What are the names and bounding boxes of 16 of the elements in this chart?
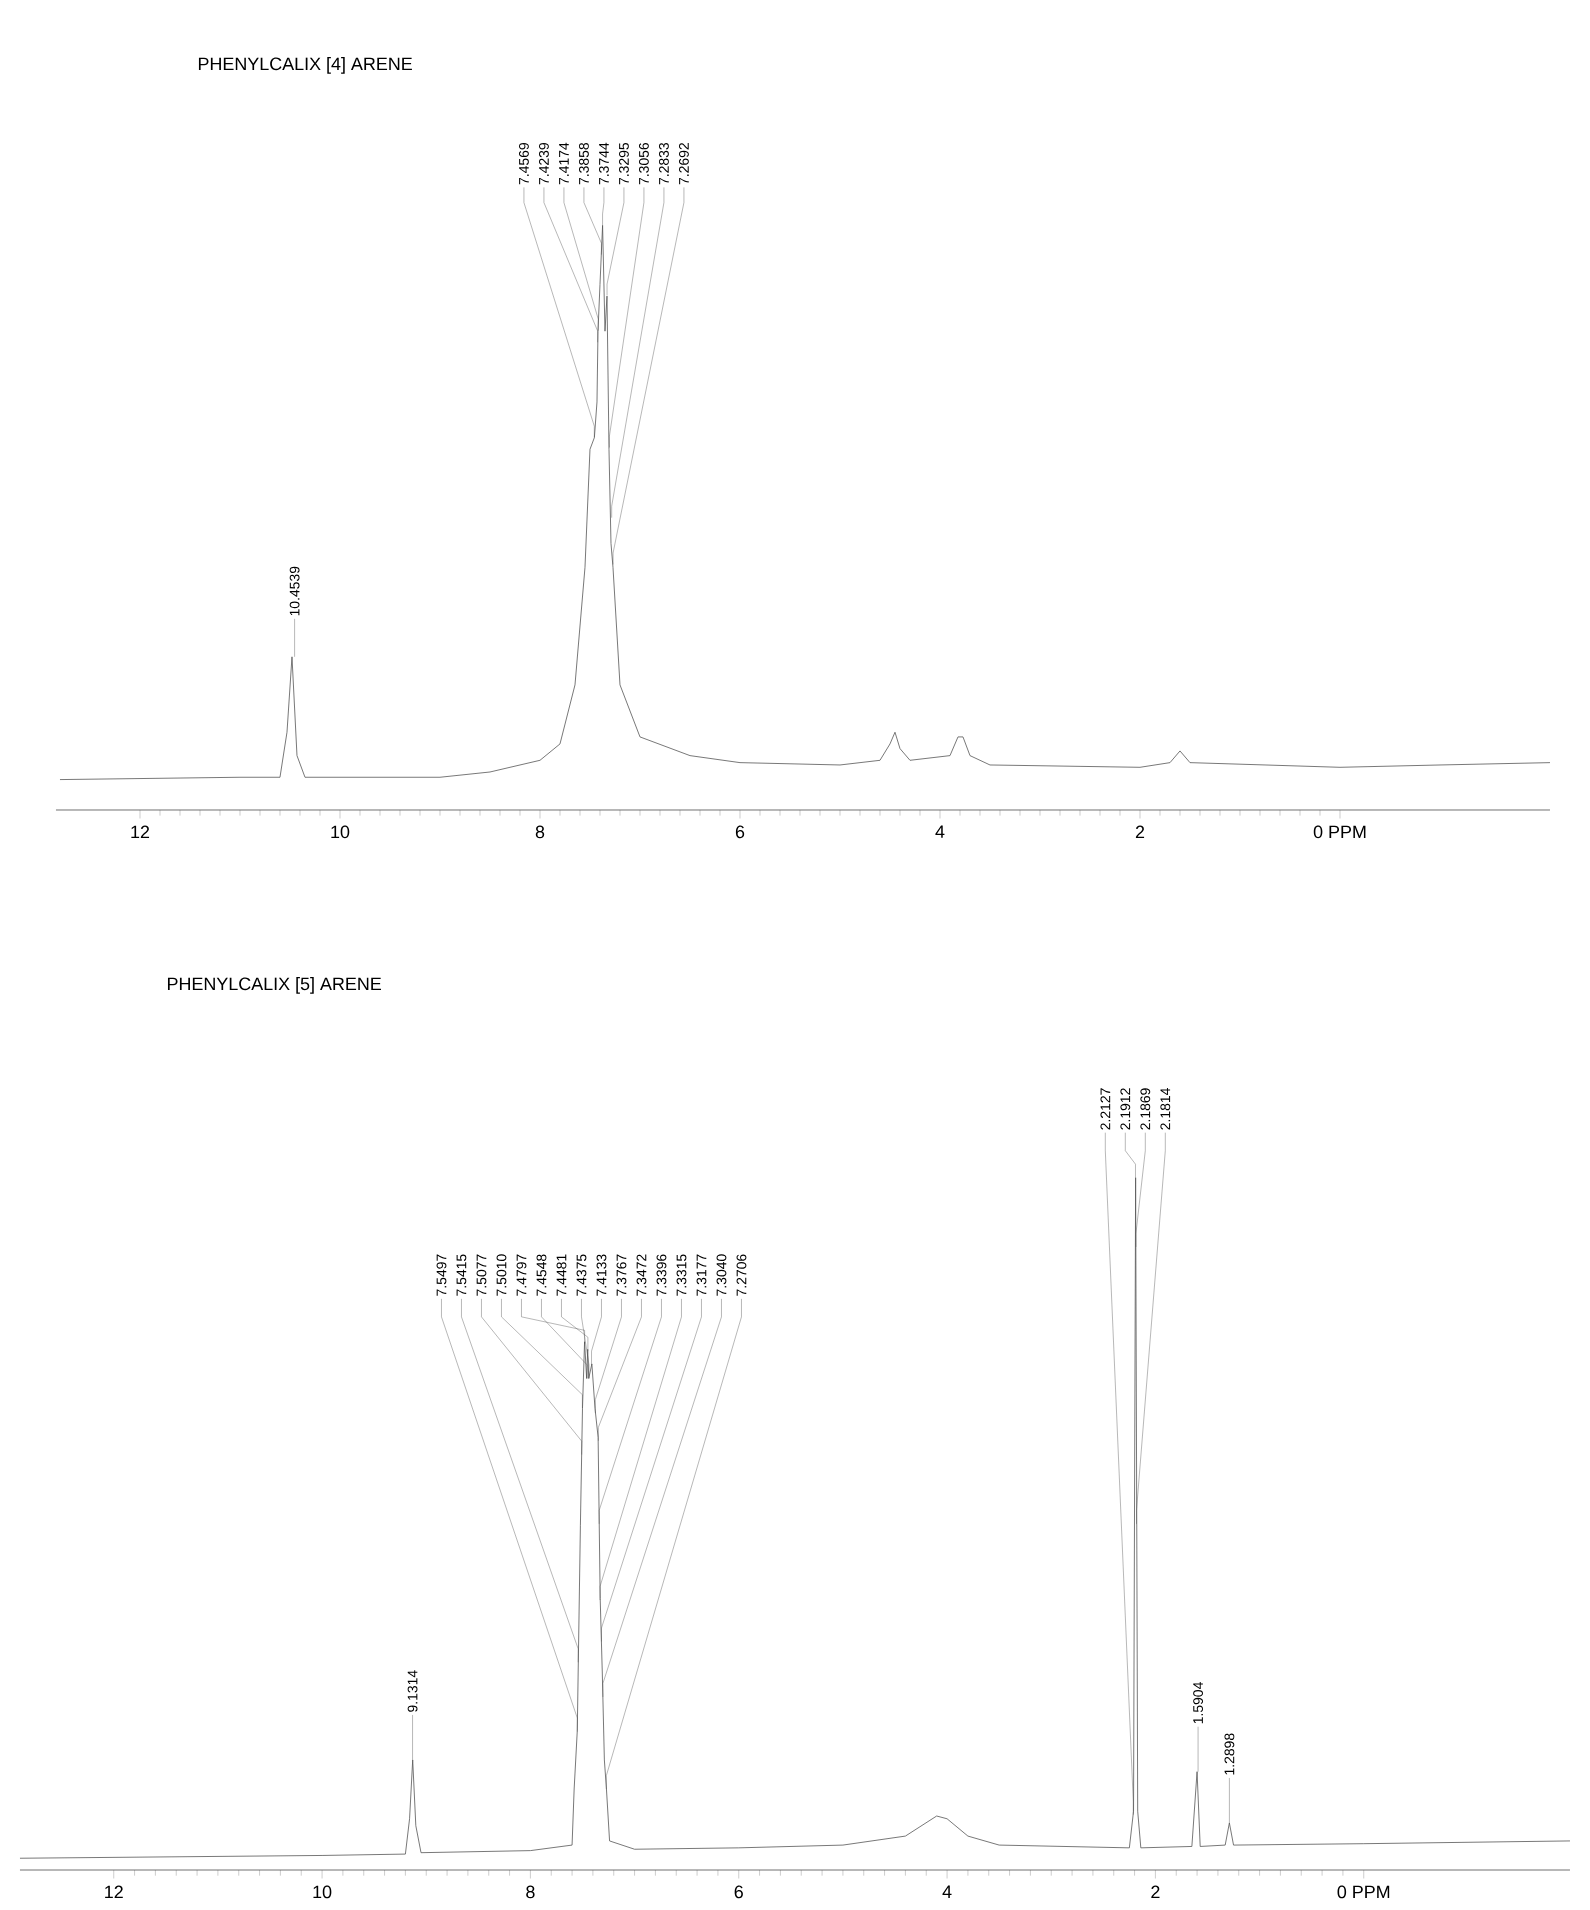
x-tick-label: 10 [331, 825, 350, 839]
x-tick-label: 10 [313, 1885, 332, 1899]
x-tick-label: 2 [1135, 825, 1145, 839]
chart-title: PHENYLCALIX [5] ARENE [167, 977, 381, 994]
x-tick-label: 12 [105, 1885, 123, 1899]
x-tick-label: 8 [526, 1885, 535, 1899]
x-tick-label: 6 [735, 825, 745, 839]
x-tick-label: 12 [131, 825, 150, 839]
x-tick-label: 6 [734, 1885, 743, 1899]
x-tick-label: 0 PPM [1313, 825, 1366, 839]
x-tick-label: 0 PPM [1337, 1885, 1390, 1899]
chart-title: PHENYLCALIX [4] ARENE [198, 57, 412, 74]
x-tick-label: 4 [935, 825, 945, 838]
x-tick-label: 8 [535, 825, 545, 839]
x-tick-label: 4 [942, 1885, 952, 1898]
x-tick-label: 2 [1151, 1885, 1160, 1899]
